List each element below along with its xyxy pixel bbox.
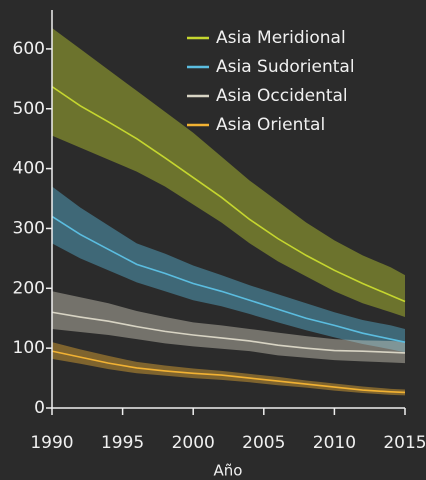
series-line xyxy=(51,85,406,303)
x-tick-label: 2000 xyxy=(172,433,215,453)
uncertainty-band xyxy=(52,186,405,353)
y-tick-label: 600 xyxy=(13,39,45,59)
y-tick-label: 100 xyxy=(13,338,45,358)
uncertainty-band xyxy=(52,291,405,364)
x-axis-label: Año xyxy=(214,462,243,480)
x-tick-label: 1990 xyxy=(30,433,73,453)
x-tick-label: 2015 xyxy=(383,433,426,453)
x-tick-label: 2010 xyxy=(313,433,356,453)
legend-label: Asia Oriental xyxy=(216,115,325,135)
x-tick-label: 1995 xyxy=(101,433,144,453)
legend-label: Asia Meridional xyxy=(216,28,346,48)
uncertainty-band xyxy=(52,342,405,396)
series-line xyxy=(51,350,406,394)
y-tick-label: 300 xyxy=(13,218,45,238)
series-line xyxy=(51,311,406,354)
uncertainty-band xyxy=(52,27,405,318)
legend-label: Asia Sudoriental xyxy=(216,57,355,77)
legend-label: Asia Occidental xyxy=(216,86,348,106)
x-tick-label: 2005 xyxy=(242,433,285,453)
y-tick-label: 200 xyxy=(13,278,45,298)
y-tick-label: 400 xyxy=(13,159,45,179)
y-tick-label: 500 xyxy=(13,99,45,119)
y-tick-label: 0 xyxy=(34,398,45,418)
series-line xyxy=(51,215,406,343)
